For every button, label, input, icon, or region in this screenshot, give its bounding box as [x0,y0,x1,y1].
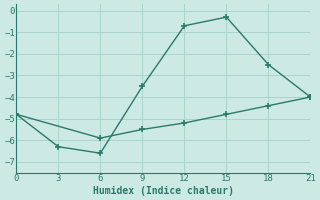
X-axis label: Humidex (Indice chaleur): Humidex (Indice chaleur) [93,186,234,196]
